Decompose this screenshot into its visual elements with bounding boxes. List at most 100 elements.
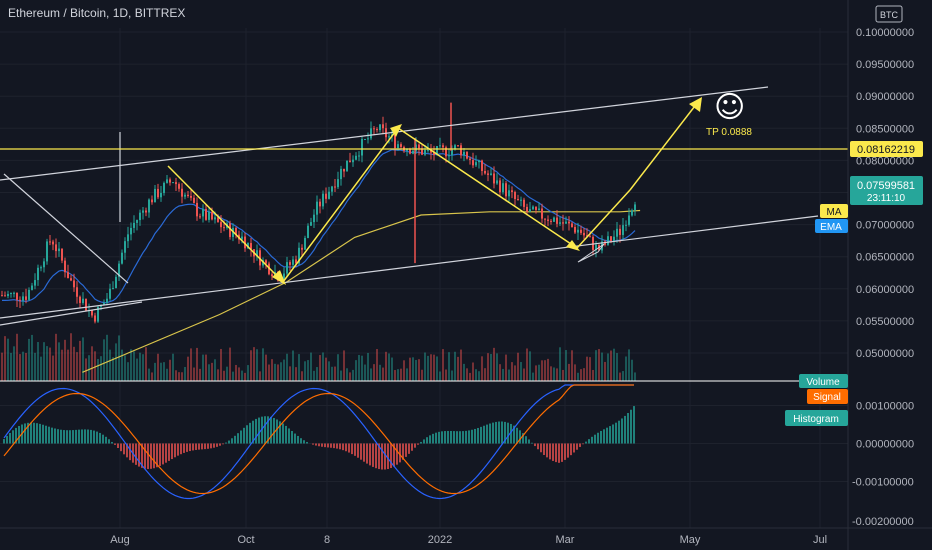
candle-body [541, 208, 543, 219]
candle-body [250, 243, 252, 250]
volume-bar [259, 371, 261, 381]
volume-bar [37, 342, 39, 381]
histogram-bar [594, 434, 596, 444]
volume-bar [568, 363, 570, 381]
histogram-bar [165, 443, 167, 463]
volume-bar [205, 354, 207, 381]
histogram-bar [585, 441, 587, 444]
histogram-bar [525, 436, 527, 444]
volume-bar [13, 346, 15, 381]
volume-bar [124, 355, 126, 381]
lower-channel-line[interactable] [0, 215, 819, 319]
candle-body [334, 186, 336, 188]
candle-body [310, 222, 312, 226]
candle-body [355, 155, 357, 160]
histogram-bar [471, 429, 473, 444]
time-label: 8 [324, 534, 330, 546]
volume-bar [466, 368, 468, 381]
histogram-bar [114, 443, 116, 445]
volume-bar [40, 356, 42, 381]
candle-body [475, 162, 477, 166]
volume-bar [502, 368, 504, 381]
time-axis[interactable]: Aug Oct 8 2022 Mar May Jul [110, 534, 827, 546]
candle-body [607, 236, 609, 245]
volume-bar [574, 364, 576, 381]
candle-body [490, 173, 492, 175]
histogram-bar [180, 443, 182, 455]
histogram-bar [15, 427, 17, 444]
histogram-bar [537, 443, 539, 450]
volume-bar [304, 361, 306, 381]
histogram-bar [9, 432, 11, 444]
volume-bar [550, 366, 552, 381]
histogram-bar [345, 443, 347, 452]
volume-bar [325, 357, 327, 381]
volume-bar [118, 335, 120, 381]
histogram-bar [327, 443, 329, 448]
swing-path-2[interactable] [282, 126, 631, 283]
volume-bar [61, 349, 63, 381]
current-price-label: 0.07599581 [857, 180, 915, 192]
volume-bar [172, 353, 174, 381]
volume-bar [109, 349, 111, 381]
histogram-bar [507, 422, 509, 444]
volume-bar [31, 334, 33, 381]
candle-body [223, 227, 225, 229]
candle-body [13, 292, 15, 294]
volume-bar [157, 353, 159, 381]
volume-bar [448, 352, 450, 381]
candle-body [244, 236, 246, 249]
histogram-bar [465, 430, 467, 444]
histogram-bar [216, 443, 218, 447]
volume-bar [592, 369, 594, 381]
candle-body [388, 136, 390, 138]
histogram-bar [147, 443, 149, 469]
arrow-head-2 [390, 124, 402, 137]
candle-body [271, 274, 273, 277]
candle-body [466, 152, 468, 159]
indicator-tick-label: 0.00100000 [856, 401, 914, 413]
histogram-bar [207, 443, 209, 449]
candle-body [409, 148, 411, 154]
volume-bar [613, 348, 615, 381]
volume-bar [4, 336, 6, 381]
histogram-bar [102, 434, 104, 444]
histogram-bar [366, 443, 368, 464]
drawings[interactable]: ☺ TP 0.0888 [0, 86, 848, 326]
candle-body [40, 267, 42, 269]
histogram-bar [372, 443, 374, 467]
volume-bar [271, 359, 273, 381]
target-arrow-line[interactable] [629, 101, 699, 191]
candle-body [346, 160, 348, 172]
histogram-bar [12, 430, 14, 444]
candle-body [448, 155, 450, 157]
volume-bar [76, 352, 78, 381]
volume-bar [25, 352, 27, 381]
volume-bar [46, 346, 48, 381]
histogram-bar [459, 431, 461, 444]
swing-path-1[interactable] [167, 165, 284, 283]
volume-bar [151, 372, 153, 381]
histogram-bar [267, 416, 269, 444]
candle-body [370, 128, 372, 139]
histogram-bar [489, 423, 491, 444]
currency-button[interactable]: BTC [875, 5, 903, 23]
volume-bar [88, 355, 90, 381]
left-downtrend-line[interactable] [3, 173, 129, 284]
left-support-line[interactable] [0, 301, 143, 326]
volume-bar [28, 338, 30, 381]
candle-body [142, 210, 144, 213]
histogram-bar [120, 443, 122, 452]
histogram-bar [396, 443, 398, 465]
candle-body [178, 184, 180, 189]
upper-channel-line[interactable] [0, 86, 769, 181]
histogram-bar [186, 443, 188, 452]
candle-body [322, 193, 324, 207]
volume-bar [160, 362, 162, 381]
candle-body [286, 262, 288, 274]
candle-body [103, 302, 105, 305]
volume-bar [154, 362, 156, 381]
indicator-scale[interactable]: 0.00100000 0.00000000 -0.00100000 -0.002000… [852, 401, 914, 529]
histogram-bar [51, 427, 53, 444]
